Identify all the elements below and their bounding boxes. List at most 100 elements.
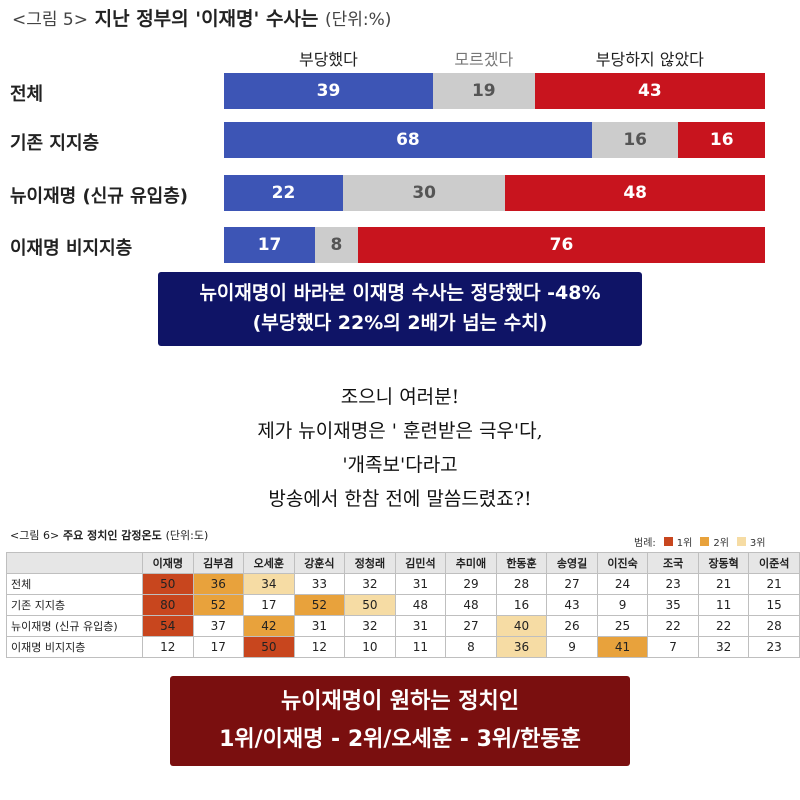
middle-line-2: 제가 뉴이재명은 ' 훈련받은 극우'다, xyxy=(257,420,543,442)
caption2-line2: 1위/이재명 - 2위/오세훈 - 3위/한동훈 xyxy=(219,727,581,752)
caption1-line1: 뉴이재명이 바라본 이재명 수사는 정당했다 -48% xyxy=(199,282,601,304)
table-cell: 80 xyxy=(142,594,194,616)
row-label: 전체 xyxy=(5,573,144,595)
bar-segment: 17 xyxy=(224,227,316,263)
figure6-legend: 범례: 1위 2위 3위 xyxy=(634,534,765,549)
column-header: 송영길 xyxy=(546,552,598,574)
table-corner xyxy=(5,552,144,574)
bar-value-label: 16 xyxy=(623,130,647,150)
bar-value-label: 19 xyxy=(471,81,496,101)
table-cell: 36 xyxy=(192,573,245,595)
figure6-title-main: 주요 정치인 감정온도 xyxy=(63,529,162,542)
table-cell: 36 xyxy=(495,636,548,658)
bar-value-label: 16 xyxy=(709,130,734,150)
legend-item-2: 부당하지 않았다 xyxy=(595,50,704,69)
table-cell: 32 xyxy=(344,573,396,595)
caption1-line2: (부당했다 22%의 2배가 넘는 수치) xyxy=(252,312,548,334)
middle-line-4: 방송에서 한참 전에 말씀드렸죠?! xyxy=(268,488,532,510)
table-cell: 28 xyxy=(748,615,800,637)
table-cell: 25 xyxy=(596,615,649,637)
table-cell: 31 xyxy=(394,615,447,637)
table-cell: 54 xyxy=(142,615,194,637)
bar-segment: 48 xyxy=(505,175,765,211)
table-cell: 35 xyxy=(647,594,699,616)
table-cell: 8 xyxy=(445,636,497,658)
table-row: 기존 지지층 80 52 17 52 50 48 48 16 43 9 35 11 15 xyxy=(5,594,800,616)
bar-value-label: 39 xyxy=(316,81,341,101)
figure6-title-prefix: <그림 6> xyxy=(10,529,60,542)
table-cell: 52 xyxy=(192,594,245,616)
table-cell: 12 xyxy=(142,636,194,658)
table-cell: 10 xyxy=(344,636,396,658)
table-cell: 16 xyxy=(495,594,548,616)
caption-box-1: 뉴이재명이 바라본 이재명 수사는 정당했다 -48% (부당했다 22%의 2… xyxy=(158,272,642,346)
row-label-3: 이재명 비지지층 xyxy=(10,238,133,259)
caption2-line1: 뉴이재명이 원하는 정치인 xyxy=(281,689,519,714)
row-label-1: 기존 지지층 xyxy=(10,133,100,154)
column-header: 한동훈 xyxy=(495,552,548,574)
table-row: 전체 50 36 34 33 32 31 29 28 27 24 23 21 21 xyxy=(5,573,800,595)
table-cell: 22 xyxy=(647,615,699,637)
legend-swatch-rank2 xyxy=(700,537,710,546)
table-cell: 27 xyxy=(445,615,497,637)
table-cell: 34 xyxy=(243,573,295,595)
legend-label-rank3: 3위 xyxy=(749,538,766,549)
bar-segment: 43 xyxy=(534,73,765,109)
table-row: 이재명 비지지층 12 17 50 12 10 11 8 36 9 41 7 32 23 xyxy=(5,636,800,658)
middle-line-1: 조으니 여러분! xyxy=(340,386,460,408)
legend-label-rank1: 1위 xyxy=(676,538,693,549)
caption-box-2: 뉴이재명이 원하는 정치인 1위/이재명 - 2위/오세훈 - 3위/한동훈 xyxy=(170,676,630,766)
legend-label-rank2: 2위 xyxy=(713,538,729,549)
table-cell: 48 xyxy=(394,594,447,616)
middle-line-3: '개족보'다라고 xyxy=(342,454,458,476)
table-cell: 33 xyxy=(293,573,346,595)
bar-segment: 22 xyxy=(224,175,344,211)
table-cell: 29 xyxy=(445,573,497,595)
table-cell: 42 xyxy=(243,615,295,637)
column-header: 김민석 xyxy=(394,552,447,574)
bar-value-label: 68 xyxy=(396,130,420,150)
bar-segment: 19 xyxy=(432,73,535,109)
bar-segment: 39 xyxy=(224,73,433,109)
column-header: 김부겸 xyxy=(192,552,245,574)
table-cell: 23 xyxy=(748,636,800,658)
table-cell: 9 xyxy=(546,636,598,658)
column-header: 이진숙 xyxy=(596,552,649,574)
column-header: 추미애 xyxy=(445,552,497,574)
table-cell: 31 xyxy=(293,615,346,637)
legend-item-0: 부당했다 xyxy=(298,50,358,69)
bar-value-label: 76 xyxy=(549,235,574,255)
bar-value-label: 48 xyxy=(623,183,647,203)
row-label-2: 뉴이재명 (신규 유입층) xyxy=(10,186,189,207)
row-label: 기존 지지층 xyxy=(5,594,144,616)
figure5-title: <그림 5> 지난 정부의 '이재명' 수사는 (단위:%) xyxy=(12,4,391,31)
row-label: 뉴이재명 (신규 유입층) xyxy=(5,615,144,637)
table-cell: 21 xyxy=(748,573,800,595)
bar-segment: 16 xyxy=(591,122,679,158)
table-cell: 48 xyxy=(445,594,497,616)
figure6-title-unit: (단위:도) xyxy=(165,529,209,542)
table-cell: 50 xyxy=(142,573,194,595)
figure6-legend-label: 범례: xyxy=(634,538,656,549)
table-cell: 28 xyxy=(495,573,548,595)
table-cell: 11 xyxy=(697,594,750,616)
table-cell: 22 xyxy=(697,615,750,637)
figure6-temperature-table: 이재명 김부겸 오세훈 강훈식 정청래 김민석 추미애 한동훈 송영길 이진숙 조국 장동혁 이준석 전… xyxy=(5,552,800,658)
table-cell: 15 xyxy=(748,594,800,616)
row-label-0: 전체 xyxy=(10,84,44,105)
bar-segment: 30 xyxy=(343,175,506,211)
column-header: 이준석 xyxy=(748,552,800,574)
bar-segment: 16 xyxy=(678,122,765,158)
column-header: 정청래 xyxy=(344,552,396,574)
table-cell: 9 xyxy=(596,594,649,616)
table-cell: 21 xyxy=(697,573,750,595)
table-cell: 43 xyxy=(546,594,598,616)
figure6-title: <그림 6> 주요 정치인 감정온도 (단위:도) xyxy=(10,527,208,543)
table-cell: 11 xyxy=(394,636,447,658)
column-header: 장동혁 xyxy=(697,552,750,574)
bar-value-label: 8 xyxy=(330,235,343,255)
table-cell: 32 xyxy=(697,636,750,658)
figure5-title-main: 지난 정부의 '이재명' 수사는 xyxy=(94,8,319,30)
bar-value-label: 22 xyxy=(271,183,296,203)
legend-item-1: 모르겠다 xyxy=(454,50,514,69)
